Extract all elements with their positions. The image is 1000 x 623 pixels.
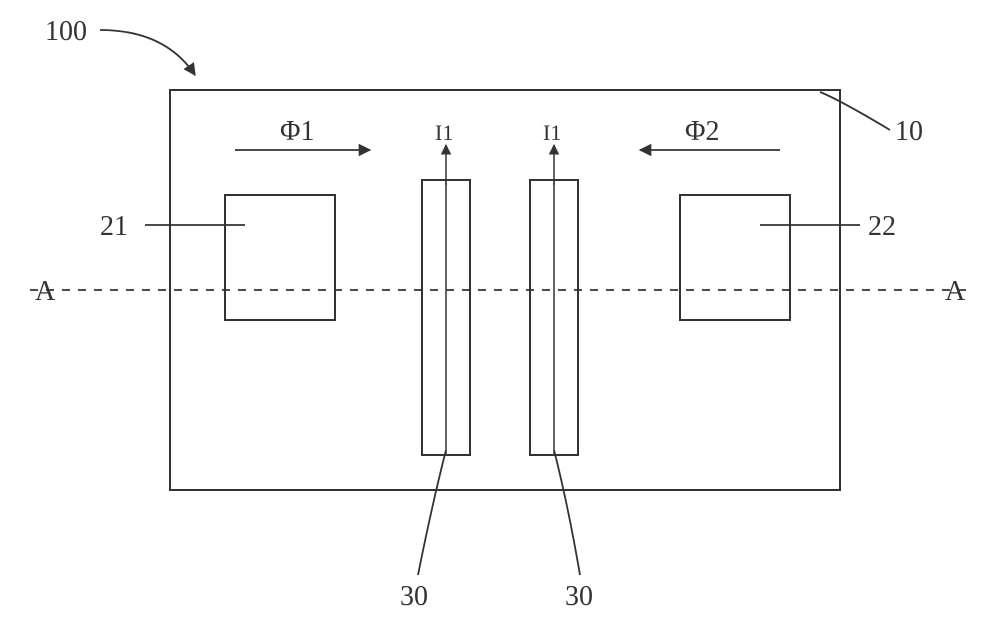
leader-30-left <box>418 450 446 575</box>
leader-30-right <box>554 450 580 575</box>
label-I1-right: I1 <box>543 120 561 145</box>
label-21: 21 <box>100 211 128 242</box>
leader-100 <box>100 30 195 75</box>
left-square <box>225 195 335 320</box>
label-A-right: A <box>945 276 966 307</box>
leader-10 <box>820 92 890 130</box>
label-phi1: Φ1 <box>280 116 314 147</box>
label-I1-left: I1 <box>435 120 453 145</box>
label-22: 22 <box>868 211 896 242</box>
label-phi2: Φ2 <box>685 116 719 147</box>
label-A-left: A <box>35 276 56 307</box>
right-square <box>680 195 790 320</box>
label-30-left: 30 <box>400 581 428 612</box>
label-100: 100 <box>45 16 87 47</box>
label-10: 10 <box>895 116 923 147</box>
label-30-right: 30 <box>565 581 593 612</box>
